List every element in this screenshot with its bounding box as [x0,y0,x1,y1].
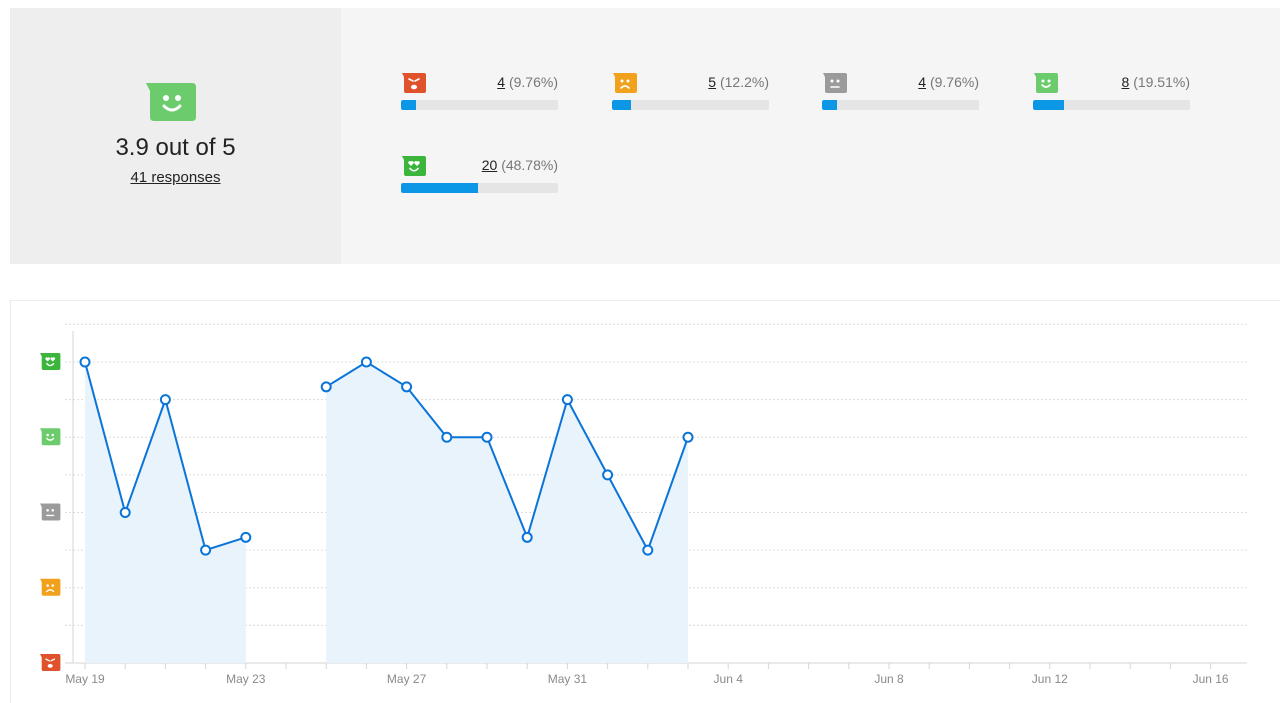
data-point [320,381,332,393]
data-point [401,381,413,393]
data-point [240,531,252,543]
rating-count-link[interactable]: 8 [1121,74,1130,90]
data-point [159,394,171,406]
data-point [481,431,493,443]
rating-percent: (19.51%) [1133,74,1190,90]
angry-face-icon [402,73,426,98]
happy-face-icon [1034,73,1058,98]
rating-happy: 8 (19.51%) [1033,73,1190,113]
x-tick-label: May 27 [387,672,427,686]
rating-stat: 4 (9.76%) [918,74,979,90]
x-tick-label: Jun 16 [1193,672,1229,686]
score-value: 3.9 [115,134,149,161]
x-tick-label: Jun 8 [874,672,904,686]
data-point [119,507,131,518]
series-area [326,362,688,663]
rating-progress-bar [822,100,979,110]
rating-progress-bar [401,100,558,110]
rating-count-link[interactable]: 5 [708,74,717,90]
average-score: 3.9 out of 5 [10,134,341,162]
chart-panel: May 19 May 23 May 27 May 31 Jun 4 Jun 8 Jun 12… [10,300,1280,703]
data-point [360,356,372,368]
data-point [441,431,453,443]
rating-progress-bar [401,183,558,193]
rating-progress-fill [822,100,838,110]
rating-neutral: 4 (9.76%) [822,73,979,113]
x-tick-label: Jun 12 [1032,672,1068,686]
rating-progress-fill [1033,100,1064,110]
data-point [79,356,91,368]
happy-face-icon [146,83,196,126]
rating-count-link[interactable]: 4 [497,74,506,90]
x-tick-label: Jun 4 [714,672,744,686]
summary-panel: 3.9 out of 5 41 responses 4 (9.76%) 5 (1… [10,8,1280,264]
rating-progress-fill [612,100,632,110]
rating-angry: 4 (9.76%) [401,73,558,113]
neutral-face-icon [823,73,847,98]
data-point [602,469,614,481]
rating-stat: 20 (48.78%) [482,157,558,173]
score-suffix: out of 5 [155,134,236,161]
x-tick-label: May 19 [65,672,105,686]
rating-count-link[interactable]: 20 [481,157,498,173]
rating-stat: 4 (9.76%) [497,74,558,90]
rating-stat: 5 (12.2%) [708,74,769,90]
data-point [521,531,533,543]
rating-progress-fill [401,183,478,193]
series-line [325,360,689,553]
love-face-icon [40,353,61,370]
happy-face-icon [40,428,61,446]
data-point [561,394,573,406]
rating-progress-fill [401,100,417,110]
rating-percent: (9.76%) [929,74,979,90]
rating-trend-chart: May 19 May 23 May 27 May 31 Jun 4 Jun 8 Jun 12… [40,323,1247,686]
data-point [682,431,694,443]
rating-count-link[interactable]: 4 [918,74,927,90]
data-point [642,544,654,556]
rating-sad: 5 (12.2%) [612,73,769,113]
love-face-icon [402,156,426,181]
rating-progress-bar [612,100,769,110]
rating-love: 20 (48.78%) [401,156,558,196]
rating-progress-bar [1033,100,1190,110]
series-area [85,362,246,663]
average-score-box: 3.9 out of 5 41 responses [10,8,341,264]
rating-stat: 8 (19.51%) [1122,74,1191,90]
x-tick-label: May 31 [548,672,588,686]
data-point [200,544,212,556]
angry-face-icon [40,654,61,671]
rating-percent: (12.2%) [719,74,769,90]
x-tick-label: May 23 [226,672,266,686]
rating-percent: (9.76%) [508,74,558,90]
neutral-face-icon [40,503,61,521]
responses-link[interactable]: 41 responses [130,169,221,186]
rating-percent: (48.78%) [501,157,558,173]
sad-face-icon [613,73,637,98]
sad-face-icon [40,578,61,596]
